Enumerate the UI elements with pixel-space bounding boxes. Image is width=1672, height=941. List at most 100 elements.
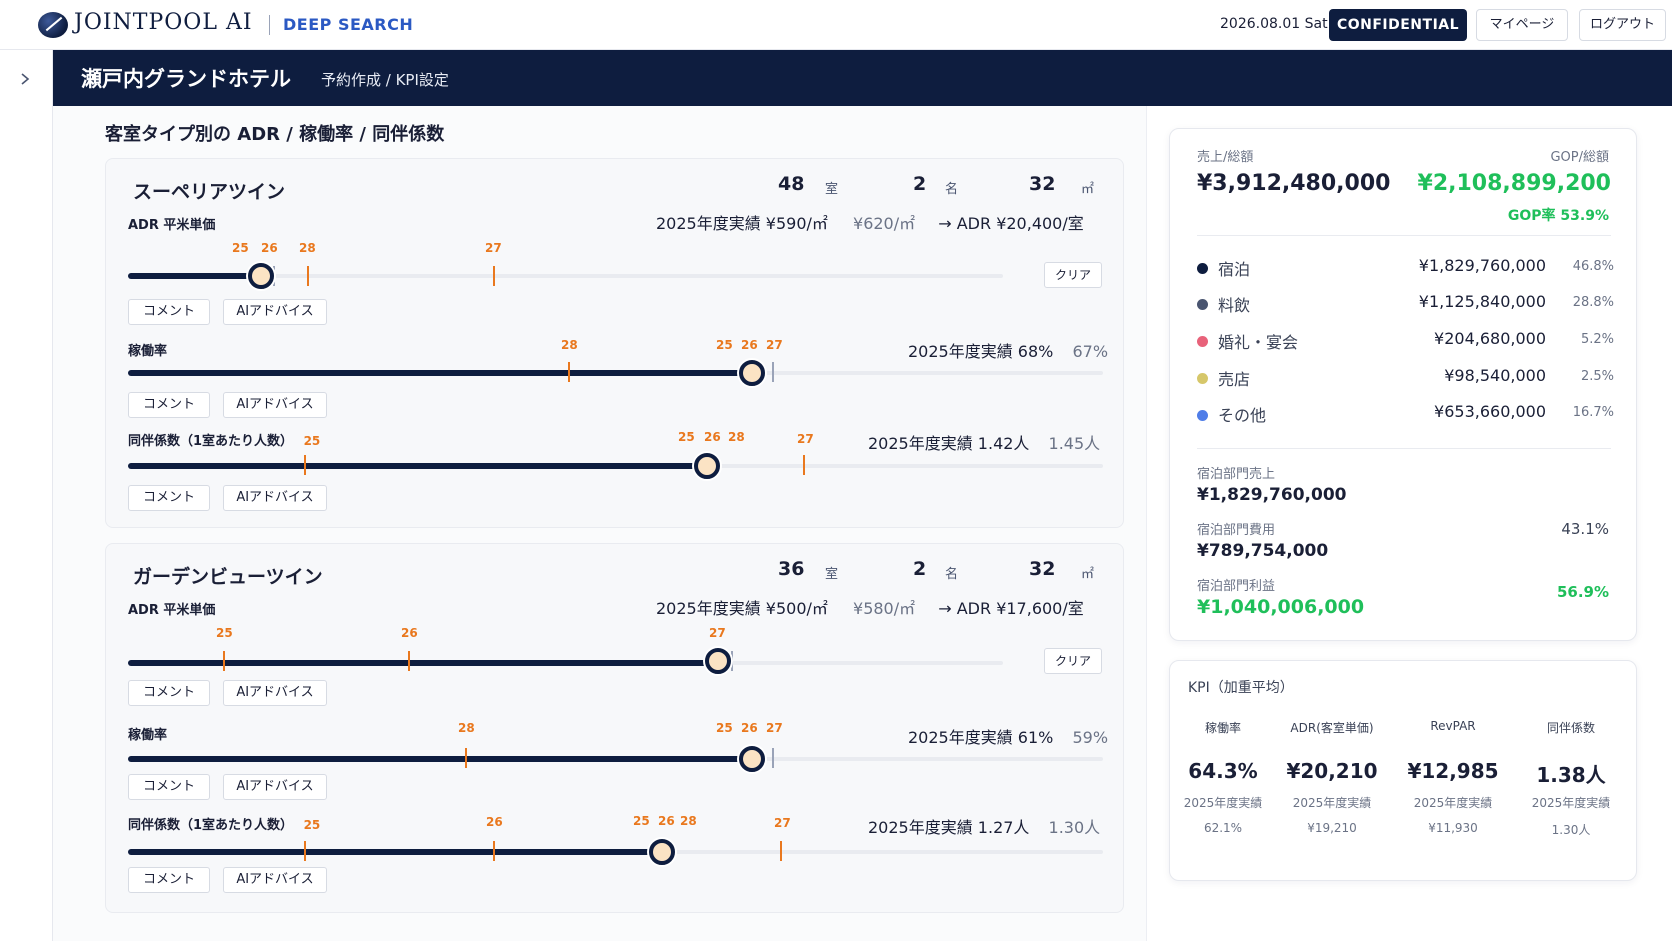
room-card-superior-twin: スーペリアツイン 48 室 2 名 32 ㎡ ADR 平米単価 2025年度実績… <box>105 158 1124 528</box>
lodging-profit-label: 宿泊部門利益 <box>1197 579 1276 594</box>
lodging-cost-label: 宿泊部門費用 <box>1197 523 1276 538</box>
breakdown-pct: 46.8% <box>1572 259 1614 274</box>
clear-button[interactable]: クリア <box>1044 648 1102 674</box>
adr-tick <box>408 651 410 671</box>
ai-advice-button[interactable]: AIアドバイス <box>223 392 327 418</box>
tick-label: 26 <box>261 241 278 255</box>
ai-advice-button[interactable]: AIアドバイス <box>223 774 327 800</box>
tick-label: 26 <box>741 721 758 735</box>
tick-label: 25 <box>716 721 733 735</box>
tick-label: 25 <box>216 626 233 640</box>
room-area-unit: ㎡ <box>1081 182 1095 197</box>
companion-actual: 2025年度実績 1.42人 <box>868 434 1030 453</box>
lodging-sales-label: 宿泊部門売上 <box>1197 467 1276 482</box>
comment-button[interactable]: コメント <box>128 485 210 511</box>
breakdown-label: その他 <box>1218 406 1267 425</box>
kpi-sub-label: 2025年度実績 <box>1292 796 1372 810</box>
companion-slider-handle[interactable] <box>694 453 720 479</box>
adr-tick <box>307 266 309 286</box>
adr-label: ADR 平米単価 <box>128 218 216 233</box>
tick-label: 26 <box>741 338 758 352</box>
brand-name: JOINTPOOL AI <box>74 10 253 35</box>
adr-slider-handle[interactable] <box>248 263 274 289</box>
adr-slider-track[interactable] <box>128 274 1003 278</box>
companion-label-text: 同伴係数（1室あたり人数） <box>128 434 294 449</box>
occupancy-tick <box>465 748 467 768</box>
companion-tick <box>304 841 306 861</box>
kpi-value-adr: ¥20,210 <box>1286 759 1378 783</box>
companion-actual: 2025年度実績 1.27人 <box>868 818 1030 837</box>
adr-actual-marker <box>731 651 733 671</box>
hotel-name: 瀬戸内グランドホテル <box>81 67 291 91</box>
comment-button[interactable]: コメント <box>128 867 210 893</box>
ai-advice-button[interactable]: AIアドバイス <box>223 680 327 706</box>
lodging-profit-pct: 56.9% <box>1556 583 1609 601</box>
tick-label: 28 <box>728 430 745 444</box>
breakdown-label: 売店 <box>1218 370 1251 389</box>
tick-label: 25 <box>716 338 733 352</box>
tick-label: 27 <box>709 626 726 640</box>
lodging-profit: ¥1,040,006,000 <box>1197 596 1365 618</box>
occupancy-actual: 2025年度実績 61% <box>908 728 1054 747</box>
kpi-card: KPI（加重平均） 稼働率 64.3% 2025年度実績 62.1% ADR(客… <box>1169 660 1637 881</box>
companion-slider-fill <box>128 849 663 855</box>
comment-button[interactable]: コメント <box>128 680 210 706</box>
legend-dot <box>1197 263 1208 274</box>
adr-slider-handle[interactable] <box>705 648 731 674</box>
comment-button[interactable]: コメント <box>128 774 210 800</box>
clear-button[interactable]: クリア <box>1044 262 1102 288</box>
breakdown-amount: ¥204,680,000 <box>1434 329 1546 348</box>
occupancy-slider-handle[interactable] <box>739 746 765 772</box>
occupancy-summary: 2025年度実績 61% 59% <box>908 724 1108 748</box>
occupancy-summary: 2025年度実績 68% 67% <box>908 338 1108 362</box>
kpi-value-occupancy: 64.3% <box>1188 759 1258 783</box>
tick-label: 25 <box>232 241 249 255</box>
adr-actual: 2025年度実績 ¥500/㎡ <box>656 599 828 618</box>
legend-dot <box>1197 373 1208 384</box>
companion-label: 同伴係数（1室あたり人数） 25 <box>128 814 320 833</box>
tick-label: 25 <box>633 814 650 828</box>
page-subtitle: 予約作成 / KPI設定 <box>321 71 449 89</box>
gop-label: GOP/総額 <box>1550 150 1609 165</box>
room-name: スーペリアツイン <box>133 181 286 203</box>
adr-tick <box>493 266 495 286</box>
companion-slider-handle[interactable] <box>649 839 675 865</box>
kpi-value-companion: 1.38人 <box>1536 763 1606 787</box>
ai-advice-button[interactable]: AIアドバイス <box>223 867 327 893</box>
companion-value: 1.45人 <box>1048 434 1101 453</box>
companion-summary: 2025年度実績 1.27人 1.30人 <box>868 814 1100 838</box>
brand-logo-icon <box>38 12 68 38</box>
kpi-sub-label: 2025年度実績 <box>1413 796 1493 810</box>
comment-button[interactable]: コメント <box>128 392 210 418</box>
adr-result: → ADR ¥20,400/室 <box>938 214 1084 233</box>
room-count-unit: 室 <box>825 182 839 197</box>
mypage-button[interactable]: マイページ <box>1476 9 1568 41</box>
adr-label: ADR 平米単価 <box>128 603 216 618</box>
kpi-head-adr: ADR(客室単価) <box>1290 721 1374 735</box>
ai-advice-button[interactable]: AIアドバイス <box>223 299 327 325</box>
ai-advice-button[interactable]: AIアドバイス <box>223 485 327 511</box>
occupancy-slider-handle[interactable] <box>739 360 765 386</box>
kpi-title: KPI（加重平均） <box>1188 680 1294 696</box>
tick-label: 26 <box>486 815 503 829</box>
adr-actual-marker <box>273 266 275 286</box>
gop-rate: GOP率 53.9% <box>1507 208 1609 224</box>
adr-tick <box>223 651 225 671</box>
adr-summary: 2025年度実績 ¥500/㎡ ¥580/㎡ → ADR ¥17,600/室 <box>656 595 1084 619</box>
tick-label: 25 <box>303 818 321 832</box>
page-title-bar: 瀬戸内グランドホテル 予約作成 / KPI設定 <box>53 50 1672 106</box>
tick-label: 27 <box>766 338 783 352</box>
chevron-right-icon[interactable] <box>18 72 32 86</box>
room-area-unit: ㎡ <box>1081 567 1095 582</box>
logout-button[interactable]: ログアウト <box>1579 9 1666 41</box>
occupancy-label: 稼働率 <box>128 728 168 743</box>
kpi-sub-label: 2025年度実績 <box>1531 796 1611 810</box>
kpi-sub-value: ¥11,930 <box>1428 821 1478 835</box>
companion-label-text: 同伴係数（1室あたり人数） <box>128 818 294 833</box>
tick-label: 27 <box>774 816 791 830</box>
companion-tick <box>780 841 782 861</box>
breakdown-label: 婚礼・宴会 <box>1218 333 1299 352</box>
comment-button[interactable]: コメント <box>128 299 210 325</box>
kpi-head-occupancy: 稼働率 <box>1204 721 1241 735</box>
kpi-sub-label: 2025年度実績 <box>1183 796 1263 810</box>
